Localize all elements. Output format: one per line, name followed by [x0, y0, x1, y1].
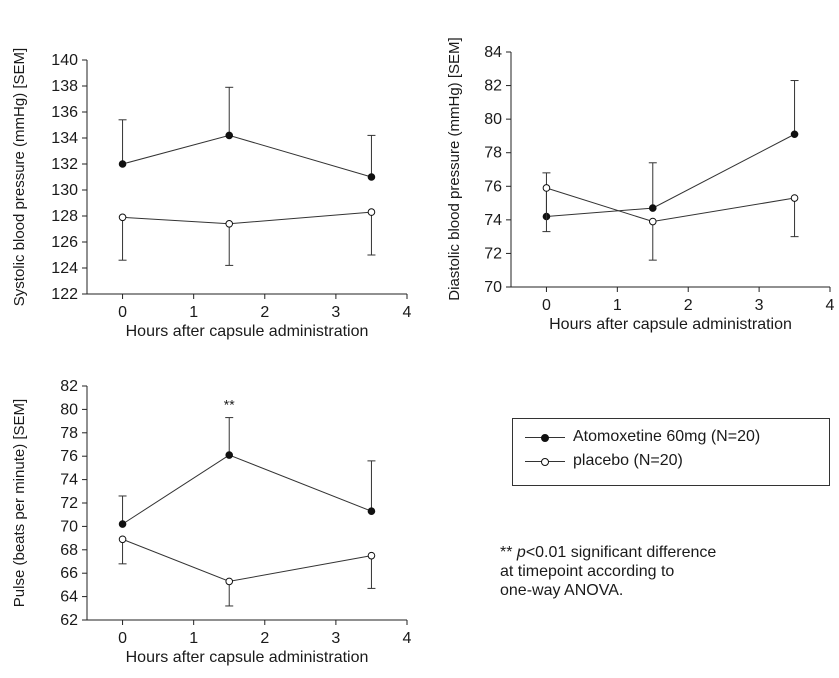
pulse-atomoxetine-point: [367, 507, 376, 515]
legend-item-atomoxetine: Atomoxetine 60mg (N=20): [513, 426, 829, 450]
pulse-y-tick-label: 78: [60, 425, 78, 442]
systolic-atomoxetine-point: [118, 160, 127, 168]
systolic-placebo-point: [367, 208, 376, 216]
diastolic-y-tick-label: 78: [484, 145, 502, 162]
pulse-y-tick-label: 76: [60, 448, 78, 465]
pulse-y-tick-label: 70: [60, 518, 78, 535]
diastolic-placebo-point: [790, 194, 799, 202]
diastolic-placebo-point: [542, 184, 551, 192]
diastolic-x-axis-label: Hours after capsule administration: [549, 316, 792, 333]
diastolic-y-tick-label: 70: [484, 279, 502, 296]
systolic-y-tick-label: 134: [51, 130, 78, 147]
diastolic-x-tick-label: 0: [542, 297, 551, 314]
filled-circle-icon: [541, 434, 549, 442]
diastolic-y-tick-label: 84: [484, 44, 502, 61]
systolic-placebo-point: [225, 220, 234, 228]
pulse-placebo-point: [367, 551, 376, 560]
systolic-y-tick-label: 124: [51, 260, 78, 277]
pulse-placebo-point: [225, 577, 234, 586]
open-circle-icon: [541, 458, 549, 466]
footnote-line-2: at timepoint according to: [500, 563, 675, 580]
diastolic-y-tick-label: 76: [484, 178, 502, 195]
legend-item-placebo: placebo (N=20): [513, 450, 829, 474]
pulse-y-tick-label: 72: [60, 495, 78, 512]
systolic-x-tick-label: 4: [403, 304, 412, 321]
legend: Atomoxetine 60mg (N=20) placebo (N=20): [512, 418, 830, 486]
footnote-line-3: one-way ANOVA.: [500, 582, 624, 599]
pulse-atomoxetine-point: [225, 451, 234, 459]
systolic-y-tick-label: 130: [51, 182, 78, 199]
pulse-y-tick-label: 62: [60, 612, 78, 629]
diastolic-x-tick-label: 1: [613, 297, 622, 314]
pulse-x-axis-label: Hours after capsule administration: [126, 649, 369, 666]
systolic-y-tick-label: 140: [51, 52, 78, 69]
systolic-placebo-point: [118, 213, 127, 222]
pulse-placebo-point: [118, 535, 127, 544]
systolic-y-axis-label: Systolic blood pressure (mmHg) [SEM]: [11, 48, 28, 306]
legend-label-placebo: placebo (N=20): [573, 452, 683, 469]
diastolic-x-tick-label: 4: [826, 297, 835, 314]
systolic-y-tick-label: 128: [51, 208, 78, 225]
systolic-x-tick-label: 3: [331, 304, 340, 321]
footnote-p: p: [516, 544, 526, 561]
pulse-y-tick-label: 82: [60, 378, 78, 395]
pulse-x-tick-label: 3: [331, 630, 340, 647]
diastolic-y-tick-label: 72: [484, 245, 502, 262]
pulse-y-tick-label: 64: [60, 589, 78, 606]
diastolic-y-tick-label: 82: [484, 78, 502, 95]
pulse-x-tick-label: 2: [260, 630, 269, 647]
chart-diastolic: 70 72 74 76 78 80 82 84 0 1 2 3 4 Hours after capsule…: [446, 37, 835, 333]
systolic-x-axis-label: Hours after capsule administration: [126, 323, 369, 340]
systolic-x-tick-label: 1: [189, 304, 198, 321]
pulse-x-tick-label: 1: [189, 630, 198, 647]
diastolic-placebo-line: [546, 187, 795, 223]
systolic-y-tick-label: 132: [51, 156, 78, 173]
systolic-placebo-line: [122, 211, 372, 225]
pulse-y-tick-label: 74: [60, 472, 78, 489]
diastolic-atomoxetine-point: [648, 204, 657, 212]
diastolic-atomoxetine-point: [790, 130, 799, 139]
systolic-atomoxetine-point: [367, 173, 376, 181]
footnote: ** p<0.01 significant difference at time…: [500, 543, 830, 600]
pulse-placebo-line: [122, 538, 372, 582]
pulse-significance-annotation: **: [224, 397, 235, 413]
systolic-y-tick-label: 126: [51, 234, 78, 251]
diastolic-placebo-point: [648, 217, 657, 226]
systolic-y-tick-label: 122: [51, 286, 78, 303]
pulse-atomoxetine-line: [122, 454, 372, 525]
systolic-x-tick-label: 0: [118, 304, 127, 321]
systolic-atomoxetine-point: [225, 131, 234, 140]
pulse-x-tick-label: 0: [118, 630, 127, 647]
systolic-y-tick-label: 138: [51, 78, 78, 95]
chart-pulse: 62 64 66 68 70 72 74 76 78 80 82 0 1 2 3 4 Hours after c…: [11, 378, 412, 666]
footnote-stars: **: [500, 544, 513, 561]
legend-label-atomoxetine: Atomoxetine 60mg (N=20): [573, 428, 761, 445]
pulse-y-tick-label: 80: [60, 401, 78, 418]
pulse-y-tick-label: 68: [60, 542, 78, 559]
systolic-y-tick-label: 136: [51, 104, 78, 121]
pulse-atomoxetine-point: [118, 520, 127, 528]
pulse-y-tick-label: 66: [60, 565, 78, 582]
systolic-atomoxetine-line: [122, 134, 372, 178]
diastolic-x-tick-label: 2: [684, 297, 693, 314]
systolic-x-tick-label: 2: [260, 304, 269, 321]
pulse-y-axis-label: Pulse (beats per minute) [SEM]: [11, 399, 28, 607]
footnote-line-1: ** p<0.01 significant difference: [500, 543, 830, 562]
diastolic-x-tick-label: 3: [755, 297, 764, 314]
pulse-x-tick-label: 4: [403, 630, 412, 647]
chart-systolic: 122 124 126 128 130 132 134 136 138 140 0 1 2 3 4 Hours…: [11, 48, 412, 340]
diastolic-y-axis-label: Diastolic blood pressure (mmHg) [SEM]: [446, 37, 463, 300]
diastolic-y-tick-label: 74: [484, 212, 502, 229]
footnote-text-1: <0.01 significant difference: [525, 544, 717, 561]
diastolic-y-tick-label: 80: [484, 111, 502, 128]
